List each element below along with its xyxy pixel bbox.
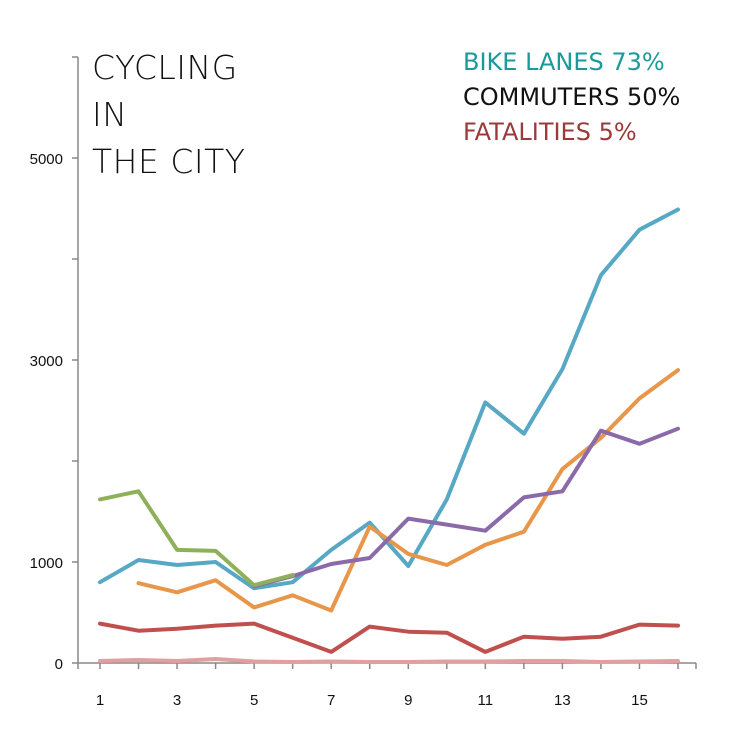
x-tick-label: 11 xyxy=(478,692,494,709)
x-tick-label: 1 xyxy=(96,692,104,709)
series-line-4 xyxy=(98,621,680,654)
chart-title-line-1: CYCLING xyxy=(92,48,238,87)
chart-title-line-3: THE CITY xyxy=(92,142,245,181)
series-line-2 xyxy=(252,426,680,589)
series-line-0 xyxy=(98,207,680,591)
x-tick-label: 15 xyxy=(631,692,648,709)
series-line-5 xyxy=(98,657,680,664)
y-tick-label: 3000 xyxy=(30,353,63,370)
x-tick-label: 7 xyxy=(327,692,335,709)
x-tick-label: 3 xyxy=(173,692,181,709)
series-line-1 xyxy=(136,368,680,613)
x-tick-label: 13 xyxy=(554,692,571,709)
series-line-3 xyxy=(98,489,295,588)
y-tick-label: 1000 xyxy=(30,555,63,572)
legend-commuters: COMMUTERS 50% xyxy=(463,83,680,111)
y-tick-label: 0 xyxy=(55,656,63,673)
series-layer xyxy=(98,207,680,664)
legend-fatalities: FATALITIES 5% xyxy=(463,118,637,146)
legend-bike-lanes: BIKE LANES 73% xyxy=(463,48,665,76)
y-tick-label: 5000 xyxy=(30,151,63,168)
x-tick-label: 9 xyxy=(404,692,412,709)
chart-title-line-2: IN xyxy=(92,95,127,134)
x-tick-label: 5 xyxy=(250,692,258,709)
